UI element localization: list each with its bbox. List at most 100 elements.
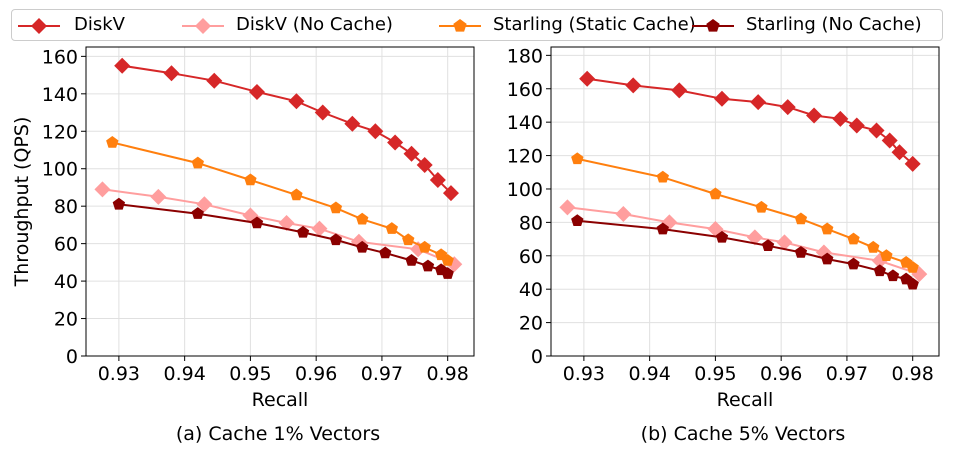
legend-item: Starling (Static Cache)	[437, 10, 696, 42]
legend-marker	[706, 19, 720, 32]
legend-label: DiskV (No Cache)	[236, 14, 393, 35]
data-point	[571, 152, 584, 165]
data-point	[571, 214, 584, 226]
x-tick-label: 0.94	[163, 363, 205, 385]
chart-caption: (b) Cache 5% Vectors	[641, 423, 846, 445]
y-axis-label: Throughput (QPS)	[11, 117, 33, 288]
data-point	[832, 110, 849, 127]
data-point	[709, 187, 722, 200]
series-line	[577, 219, 914, 285]
chart-a: 0.93 0.94 0.95 0.96 0.97 0.98 0 20 40 60 80 100 120 1…	[11, 46, 475, 445]
data-point	[296, 225, 310, 238]
data-point	[114, 57, 131, 74]
data-point	[881, 132, 898, 149]
y-tick-label: 100	[42, 159, 78, 181]
chart-caption: (a) Cache 1% Vectors	[176, 423, 380, 445]
y-tick-label: 160	[42, 46, 78, 68]
data-point	[906, 260, 919, 273]
y-tick-label: 0	[66, 346, 78, 368]
data-point	[671, 82, 688, 99]
data-point	[429, 171, 446, 188]
x-tick-label: 0.98	[427, 363, 469, 385]
x-tick-label: 0.97	[361, 363, 403, 385]
data-point	[442, 185, 459, 202]
y-tick-label: 80	[519, 212, 543, 234]
y-tick-label: 100	[507, 179, 543, 201]
data-point	[847, 257, 860, 270]
data-point	[248, 83, 265, 100]
data-point	[873, 264, 886, 277]
data-point	[871, 252, 888, 269]
legend-marker	[195, 18, 211, 34]
x-tick-label: 0.96	[295, 363, 337, 385]
data-point	[886, 269, 900, 282]
data-point	[403, 145, 420, 162]
y-tick-label: 60	[519, 246, 543, 268]
legend-swatch	[18, 18, 60, 34]
x-tick-label: 0.93	[563, 363, 605, 385]
data-point	[206, 72, 223, 89]
data-point	[329, 233, 343, 246]
data-point	[278, 215, 295, 232]
data-point	[244, 173, 257, 186]
data-point	[314, 104, 331, 121]
x-tick-label: 0.98	[892, 363, 934, 385]
legend-marker	[31, 18, 47, 34]
x-axis-label: Recall	[717, 389, 774, 411]
x-tick-label: 0.97	[826, 363, 868, 385]
y-tick-label: 120	[42, 121, 78, 143]
legend-label: Starling (No Cache)	[746, 14, 922, 35]
data-point	[94, 181, 111, 198]
data-point	[418, 240, 431, 253]
series-line	[112, 141, 449, 262]
x-tick-label: 0.94	[628, 363, 670, 385]
x-tick-label: 0.95	[694, 363, 736, 385]
data-point	[112, 197, 126, 210]
data-point	[656, 222, 669, 235]
data-point	[196, 196, 213, 213]
data-point	[713, 90, 730, 107]
legend-swatch	[439, 19, 481, 32]
legend-swatch	[692, 19, 734, 32]
plot-frame	[550, 46, 940, 357]
data-point	[779, 99, 796, 116]
data-point	[191, 207, 204, 219]
data-point	[656, 170, 669, 183]
data-point	[385, 222, 398, 234]
y-tick-label: 180	[507, 45, 543, 67]
y-tick-label: 40	[54, 271, 78, 293]
data-point	[441, 253, 454, 266]
series-line	[122, 64, 452, 194]
data-point	[906, 277, 919, 290]
y-tick-label: 20	[54, 309, 78, 331]
data-point	[311, 220, 328, 237]
x-tick-label: 0.96	[760, 363, 802, 385]
data-point	[106, 136, 119, 148]
data-point	[761, 239, 775, 252]
data-point	[750, 94, 767, 111]
plot-frame	[85, 46, 475, 357]
data-point	[848, 117, 865, 134]
legend-label: DiskV	[74, 14, 125, 35]
legend-marker	[453, 19, 467, 32]
data-point	[250, 216, 264, 229]
data-point	[559, 199, 576, 216]
x-tick-label: 0.93	[98, 363, 140, 385]
y-tick-label: 40	[519, 279, 543, 301]
data-point	[163, 65, 180, 82]
data-point	[904, 155, 921, 172]
y-tick-label: 80	[54, 196, 78, 218]
data-point	[625, 77, 642, 94]
data-point	[715, 230, 729, 243]
y-tick-label: 140	[42, 84, 78, 106]
data-point	[746, 229, 763, 246]
data-point	[329, 201, 343, 214]
data-point	[356, 212, 369, 225]
data-point	[821, 222, 834, 235]
data-point	[367, 123, 384, 140]
data-point	[344, 115, 361, 132]
x-axis-label: Recall	[252, 389, 309, 411]
data-point	[868, 122, 885, 139]
data-point	[402, 233, 415, 246]
